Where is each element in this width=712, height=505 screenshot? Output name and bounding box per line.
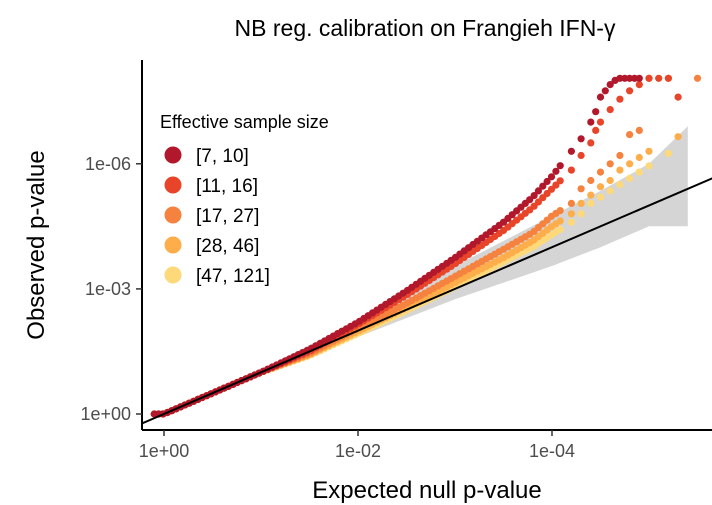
data-point bbox=[645, 74, 653, 82]
data-point bbox=[534, 198, 543, 206]
y-tick-label: 1e-06 bbox=[85, 154, 131, 174]
legend-key bbox=[164, 176, 182, 194]
data-point bbox=[567, 147, 576, 155]
data-point bbox=[664, 74, 673, 82]
data-point bbox=[530, 192, 538, 200]
data-point bbox=[635, 81, 643, 89]
axis-ticks: 1e+00 1e-02 1e-04 1e+00 1e-03 1e-06 bbox=[80, 154, 575, 461]
data-point bbox=[547, 173, 556, 181]
data-point bbox=[587, 191, 595, 199]
chart-title: NB reg. calibration on Frangieh IFN-γ bbox=[235, 15, 616, 41]
data-point bbox=[556, 177, 564, 185]
data-point bbox=[567, 218, 576, 226]
data-point bbox=[567, 166, 576, 174]
data-point bbox=[674, 93, 682, 101]
plot-area bbox=[142, 74, 712, 425]
data-point bbox=[556, 225, 564, 233]
data-point bbox=[596, 183, 605, 191]
data-point bbox=[645, 162, 653, 170]
data-point bbox=[592, 108, 600, 116]
data-point bbox=[606, 160, 614, 168]
data-point bbox=[626, 174, 634, 182]
legend-label: [17, 27] bbox=[196, 206, 259, 227]
data-point bbox=[635, 126, 643, 134]
data-point bbox=[567, 199, 576, 207]
data-point bbox=[552, 167, 560, 175]
y-tick-label: 1e+00 bbox=[80, 404, 131, 424]
data-point bbox=[606, 187, 614, 195]
data-point bbox=[645, 147, 653, 155]
legend-key bbox=[164, 206, 182, 224]
data-point bbox=[577, 210, 585, 218]
data-point bbox=[616, 151, 624, 160]
data-point bbox=[626, 131, 634, 139]
legend-key bbox=[164, 236, 182, 254]
data-point bbox=[596, 168, 605, 176]
data-point bbox=[556, 207, 564, 215]
data-point bbox=[577, 135, 585, 143]
data-point bbox=[616, 95, 624, 103]
legend-label: [11, 16] bbox=[196, 176, 258, 197]
data-point bbox=[543, 177, 551, 186]
data-point bbox=[616, 166, 624, 174]
data-point bbox=[587, 139, 595, 147]
y-axis-label: Observed p-value bbox=[23, 150, 50, 339]
data-point bbox=[596, 93, 605, 101]
data-point bbox=[664, 149, 673, 157]
x-tick-label: 1e-04 bbox=[529, 441, 575, 461]
data-point bbox=[596, 118, 605, 126]
data-point bbox=[635, 168, 643, 176]
data-point bbox=[577, 151, 585, 160]
data-point bbox=[592, 126, 600, 134]
data-point bbox=[556, 217, 564, 225]
legend: Effective sample size [7, 10] [11, 16] [17… bbox=[160, 112, 329, 287]
data-point bbox=[539, 182, 547, 190]
data-point bbox=[674, 133, 682, 141]
data-point bbox=[534, 187, 543, 195]
data-point bbox=[655, 74, 663, 82]
x-axis-label: Expected null p-value bbox=[312, 477, 541, 504]
data-point bbox=[587, 118, 595, 126]
data-point bbox=[616, 181, 624, 189]
plot-content bbox=[142, 74, 712, 425]
legend-title: Effective sample size bbox=[160, 112, 329, 132]
data-point bbox=[577, 199, 585, 207]
legend-key bbox=[164, 266, 182, 284]
data-point bbox=[587, 176, 595, 185]
data-point bbox=[601, 87, 609, 95]
data-point bbox=[606, 81, 614, 89]
x-tick-label: 1e+00 bbox=[139, 441, 190, 461]
data-point bbox=[577, 185, 585, 193]
legend-label: [47, 121] bbox=[196, 266, 270, 287]
reference-line bbox=[142, 177, 712, 425]
data-point bbox=[587, 199, 595, 207]
data-point bbox=[635, 74, 643, 82]
legend-key bbox=[164, 146, 182, 164]
data-point bbox=[626, 160, 634, 168]
legend-label: [7, 10] bbox=[196, 146, 249, 167]
data-point bbox=[606, 106, 614, 114]
data-point bbox=[626, 87, 634, 95]
data-point bbox=[556, 162, 564, 170]
data-point bbox=[596, 193, 605, 201]
y-tick-label: 1e-03 bbox=[85, 279, 131, 299]
x-tick-label: 1e-02 bbox=[335, 441, 381, 461]
data-point bbox=[567, 210, 576, 218]
data-point bbox=[606, 176, 614, 185]
data-point bbox=[693, 74, 702, 82]
data-point bbox=[635, 153, 643, 162]
legend-label: [28, 46] bbox=[196, 236, 259, 257]
